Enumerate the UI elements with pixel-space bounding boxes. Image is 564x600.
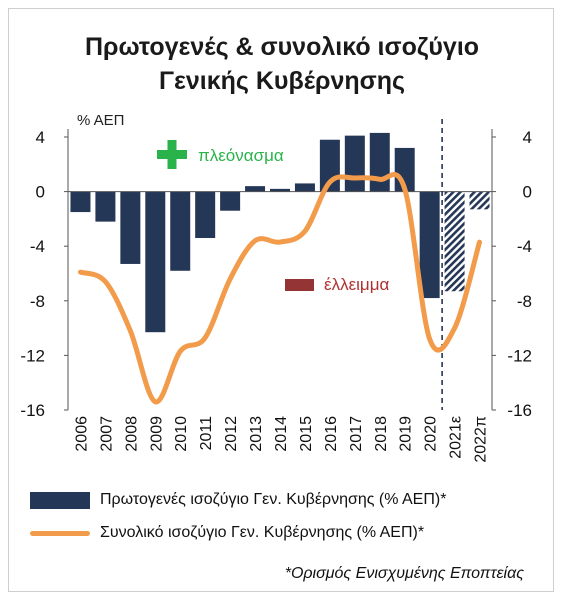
chart-title-line-1: Πρωτογενές & συνολικό ισοζύγιο — [84, 33, 480, 61]
y-tick-label-left: -16 — [20, 401, 45, 420]
primary-bar-2013 — [245, 186, 266, 192]
x-tick-label: 2011 — [198, 416, 215, 451]
y-tick-label-left: -8 — [30, 292, 45, 311]
x-tick-label: 2015 — [298, 416, 315, 452]
legend-label-total-balance: Συνολικό ισοζύγιο Γεν. Κυβέρνησης (% ΑΕΠ… — [100, 524, 425, 541]
total-balance-line — [77, 172, 483, 405]
chart-annotations: πλεόνασμα έλλειμμα — [157, 140, 390, 294]
y-tick-label-right: 4 — [523, 128, 532, 147]
primary-bar-2021ε — [444, 191, 465, 292]
x-tick-label: 2020 — [423, 416, 440, 452]
primary-bar-2008 — [120, 191, 141, 264]
y-tick-label-left: -12 — [20, 346, 45, 365]
y-tick-label-right: -16 — [507, 401, 532, 420]
x-tick-label: 2016 — [323, 416, 340, 452]
y-tick-label-right: -8 — [517, 292, 532, 311]
primary-bar-2007 — [95, 191, 116, 222]
deficit-swatch-icon — [285, 279, 314, 291]
primary-bar-2020 — [419, 191, 440, 299]
total-balance-line-group — [77, 172, 483, 405]
x-tick-label: 2014 — [273, 416, 290, 452]
legend-item-total-balance: Συνολικό ισοζύγιο Γεν. Κυβέρνησης (% ΑΕΠ… — [30, 524, 424, 542]
footnote: *Ορισμός Ενισχυμένης Εποπτείας — [284, 565, 524, 582]
x-tick-label: 2010 — [173, 416, 190, 452]
x-tick-label: 2018 — [373, 416, 390, 452]
x-tick-label: 2019 — [398, 416, 415, 452]
x-tick-label: 2009 — [148, 416, 165, 452]
chart-axes — [64, 119, 496, 411]
primary-bar-2010 — [170, 191, 191, 271]
chart-title-line-2: Γενικής Κυβέρνησης — [158, 67, 406, 95]
primary-bar-2011 — [195, 191, 216, 239]
surplus-annotation: πλεόνασμα — [198, 146, 284, 165]
primary-bar-2017 — [344, 135, 365, 192]
x-tick-label: 2021ε — [448, 416, 465, 459]
y-tick-label-right: 0 — [523, 183, 532, 202]
legend-item-primary-balance: Πρωτογενές ισοζύγιο Γεν. Κυβέρνησης (% Α… — [30, 491, 446, 509]
chart-title: Πρωτογενές & συνολικό ισοζύγιο Γενικής Κ… — [0, 30, 564, 98]
deficit-annotation: έλλειμμα — [324, 275, 390, 294]
x-tick-label: 2008 — [123, 416, 140, 452]
x-tick-label: 2017 — [348, 416, 365, 452]
plus-icon — [157, 140, 187, 169]
y-tick-label-left: 0 — [36, 183, 45, 202]
y-tick-label-right: -12 — [507, 346, 532, 365]
y-axis-unit-label: % ΑΕΠ — [77, 112, 125, 129]
primary-bar-2009 — [145, 191, 166, 333]
x-tick-labels: 2006 2007 2008 2009 2010 2011 2012 2013 2014 2015… — [73, 416, 489, 463]
y-tick-labels: 4 4 0 0 -4 -4 -8 -8 -12 -12 -16 -16 — [20, 128, 532, 420]
primary-bar-2015 — [294, 183, 315, 192]
x-tick-label: 2006 — [73, 416, 90, 452]
legend-bar-swatch — [30, 491, 90, 509]
legend-label-primary-balance: Πρωτογενές ισοζύγιο Γεν. Κυβέρνησης (% Α… — [100, 491, 447, 508]
x-tick-label: 2013 — [248, 416, 265, 452]
chart-frame — [8, 8, 554, 592]
primary-bar-2006 — [70, 191, 91, 213]
primary-bar-2022π — [469, 191, 490, 210]
x-tick-label: 2012 — [223, 416, 240, 452]
y-tick-label-left: -4 — [30, 237, 45, 256]
y-tick-label-right: -4 — [517, 237, 532, 256]
x-tick-label: 2007 — [98, 416, 115, 452]
primary-bar-2018 — [369, 132, 390, 192]
primary-bar-2012 — [220, 191, 241, 211]
x-tick-label: 2022π — [473, 416, 490, 463]
y-tick-label-left: 4 — [36, 128, 45, 147]
legend-line-swatch — [30, 530, 90, 536]
primary-bar-2014 — [270, 188, 290, 192]
